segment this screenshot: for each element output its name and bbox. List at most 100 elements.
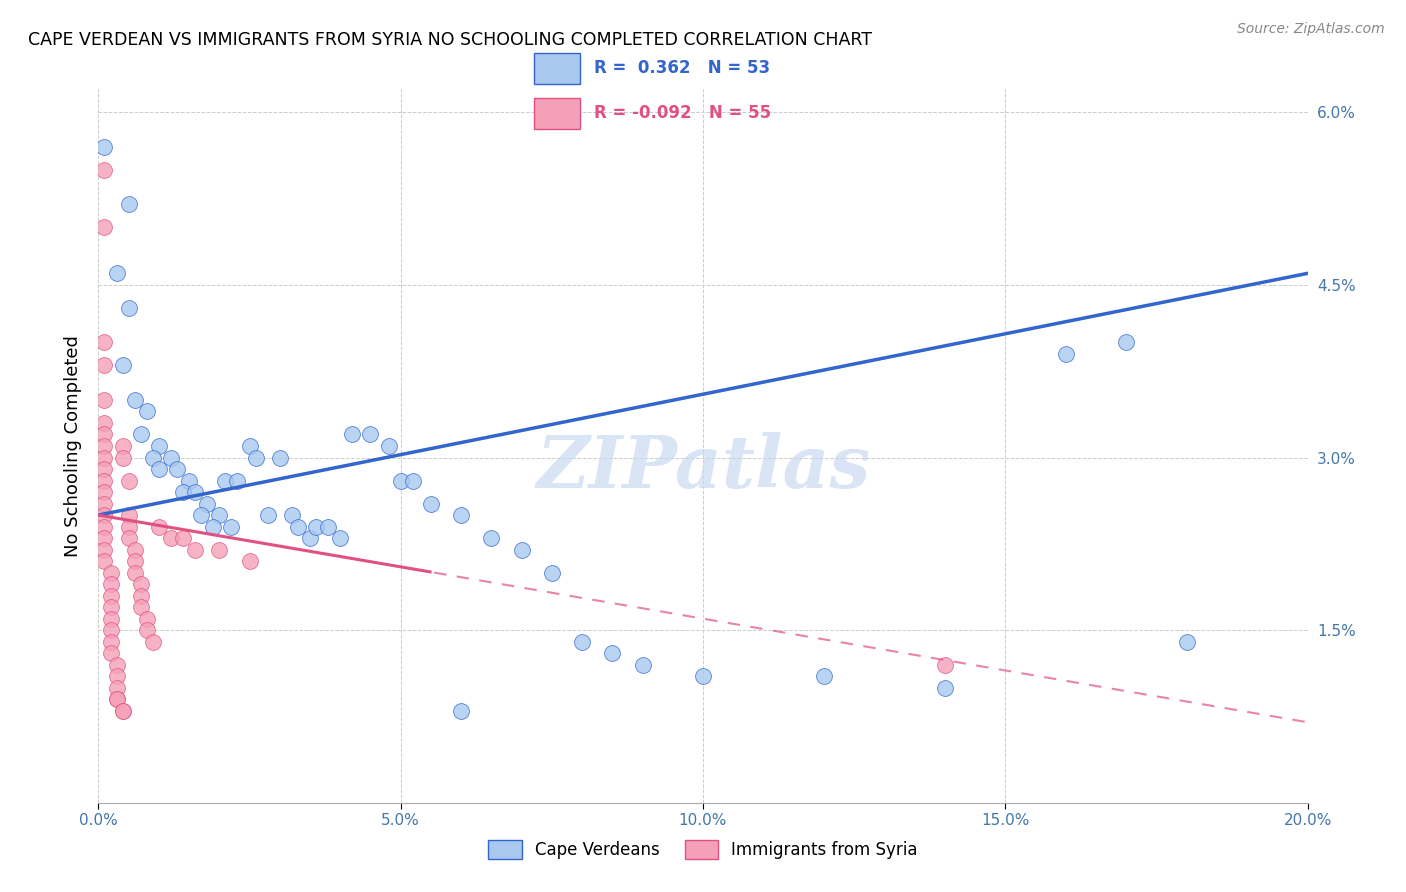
FancyBboxPatch shape bbox=[534, 53, 581, 84]
Legend: Cape Verdeans, Immigrants from Syria: Cape Verdeans, Immigrants from Syria bbox=[481, 833, 925, 866]
Point bbox=[184, 542, 207, 557]
Point bbox=[100, 577, 122, 591]
Point bbox=[540, 566, 562, 580]
Point bbox=[93, 508, 115, 522]
Point bbox=[190, 508, 212, 522]
Point bbox=[105, 692, 128, 706]
Point bbox=[105, 681, 128, 695]
Point bbox=[360, 427, 382, 442]
Point bbox=[100, 612, 122, 626]
Point bbox=[118, 519, 141, 533]
Text: R = -0.092   N = 55: R = -0.092 N = 55 bbox=[595, 104, 770, 122]
Point bbox=[239, 554, 262, 568]
Point bbox=[100, 589, 122, 603]
Point bbox=[93, 162, 115, 177]
Point bbox=[179, 474, 201, 488]
Point bbox=[124, 554, 146, 568]
Point bbox=[202, 519, 225, 533]
Point bbox=[1115, 335, 1137, 350]
Point bbox=[450, 704, 472, 718]
Point bbox=[93, 439, 115, 453]
Point bbox=[305, 519, 328, 533]
Point bbox=[111, 359, 134, 373]
Point bbox=[124, 542, 146, 557]
Point bbox=[299, 531, 322, 545]
Point bbox=[510, 542, 533, 557]
Point bbox=[184, 485, 207, 500]
Point bbox=[226, 474, 249, 488]
Point bbox=[93, 519, 115, 533]
Point bbox=[93, 416, 115, 430]
Point bbox=[111, 704, 134, 718]
Point bbox=[239, 439, 262, 453]
Point bbox=[105, 266, 128, 280]
Point bbox=[118, 301, 141, 315]
Point bbox=[166, 462, 188, 476]
Point bbox=[93, 485, 115, 500]
Point bbox=[281, 508, 304, 522]
FancyBboxPatch shape bbox=[534, 98, 581, 129]
Point bbox=[129, 589, 152, 603]
Text: CAPE VERDEAN VS IMMIGRANTS FROM SYRIA NO SCHOOLING COMPLETED CORRELATION CHART: CAPE VERDEAN VS IMMIGRANTS FROM SYRIA NO… bbox=[28, 31, 872, 49]
Point bbox=[934, 681, 956, 695]
Point bbox=[111, 439, 134, 453]
Point bbox=[93, 531, 115, 545]
Point bbox=[93, 335, 115, 350]
Point bbox=[1175, 634, 1198, 648]
Point bbox=[342, 427, 364, 442]
Point bbox=[221, 519, 243, 533]
Point bbox=[93, 474, 115, 488]
Point bbox=[100, 634, 122, 648]
Point bbox=[402, 474, 425, 488]
Point bbox=[208, 508, 231, 522]
Point bbox=[208, 542, 231, 557]
Point bbox=[631, 657, 654, 672]
Point bbox=[316, 519, 339, 533]
Point bbox=[93, 427, 115, 442]
Point bbox=[377, 439, 399, 453]
Point bbox=[93, 220, 115, 235]
Point bbox=[142, 450, 165, 465]
Point bbox=[142, 634, 165, 648]
Point bbox=[105, 669, 128, 683]
Point bbox=[93, 542, 115, 557]
Point bbox=[93, 554, 115, 568]
Point bbox=[813, 669, 835, 683]
Point bbox=[93, 497, 115, 511]
Point bbox=[450, 508, 472, 522]
Point bbox=[100, 600, 122, 615]
Point bbox=[111, 704, 134, 718]
Point bbox=[111, 450, 134, 465]
Point bbox=[105, 657, 128, 672]
Point bbox=[245, 450, 267, 465]
Point bbox=[93, 462, 115, 476]
Text: ZIPatlas: ZIPatlas bbox=[536, 432, 870, 503]
Point bbox=[100, 566, 122, 580]
Point bbox=[214, 474, 236, 488]
Point bbox=[118, 531, 141, 545]
Point bbox=[105, 692, 128, 706]
Point bbox=[118, 197, 141, 211]
Point bbox=[160, 450, 183, 465]
Point bbox=[172, 531, 194, 545]
Point bbox=[148, 519, 170, 533]
Point bbox=[571, 634, 593, 648]
Point bbox=[124, 392, 146, 407]
Point bbox=[692, 669, 714, 683]
Point bbox=[93, 450, 115, 465]
Point bbox=[256, 508, 278, 522]
Point bbox=[148, 439, 170, 453]
Point bbox=[420, 497, 443, 511]
Point bbox=[287, 519, 309, 533]
Text: R =  0.362   N = 53: R = 0.362 N = 53 bbox=[595, 60, 770, 78]
Point bbox=[93, 359, 115, 373]
Point bbox=[93, 140, 115, 154]
Point bbox=[195, 497, 218, 511]
Text: Source: ZipAtlas.com: Source: ZipAtlas.com bbox=[1237, 22, 1385, 37]
Point bbox=[934, 657, 956, 672]
Point bbox=[100, 623, 122, 637]
Point bbox=[135, 612, 157, 626]
Point bbox=[124, 566, 146, 580]
Point bbox=[389, 474, 412, 488]
Point bbox=[135, 623, 157, 637]
